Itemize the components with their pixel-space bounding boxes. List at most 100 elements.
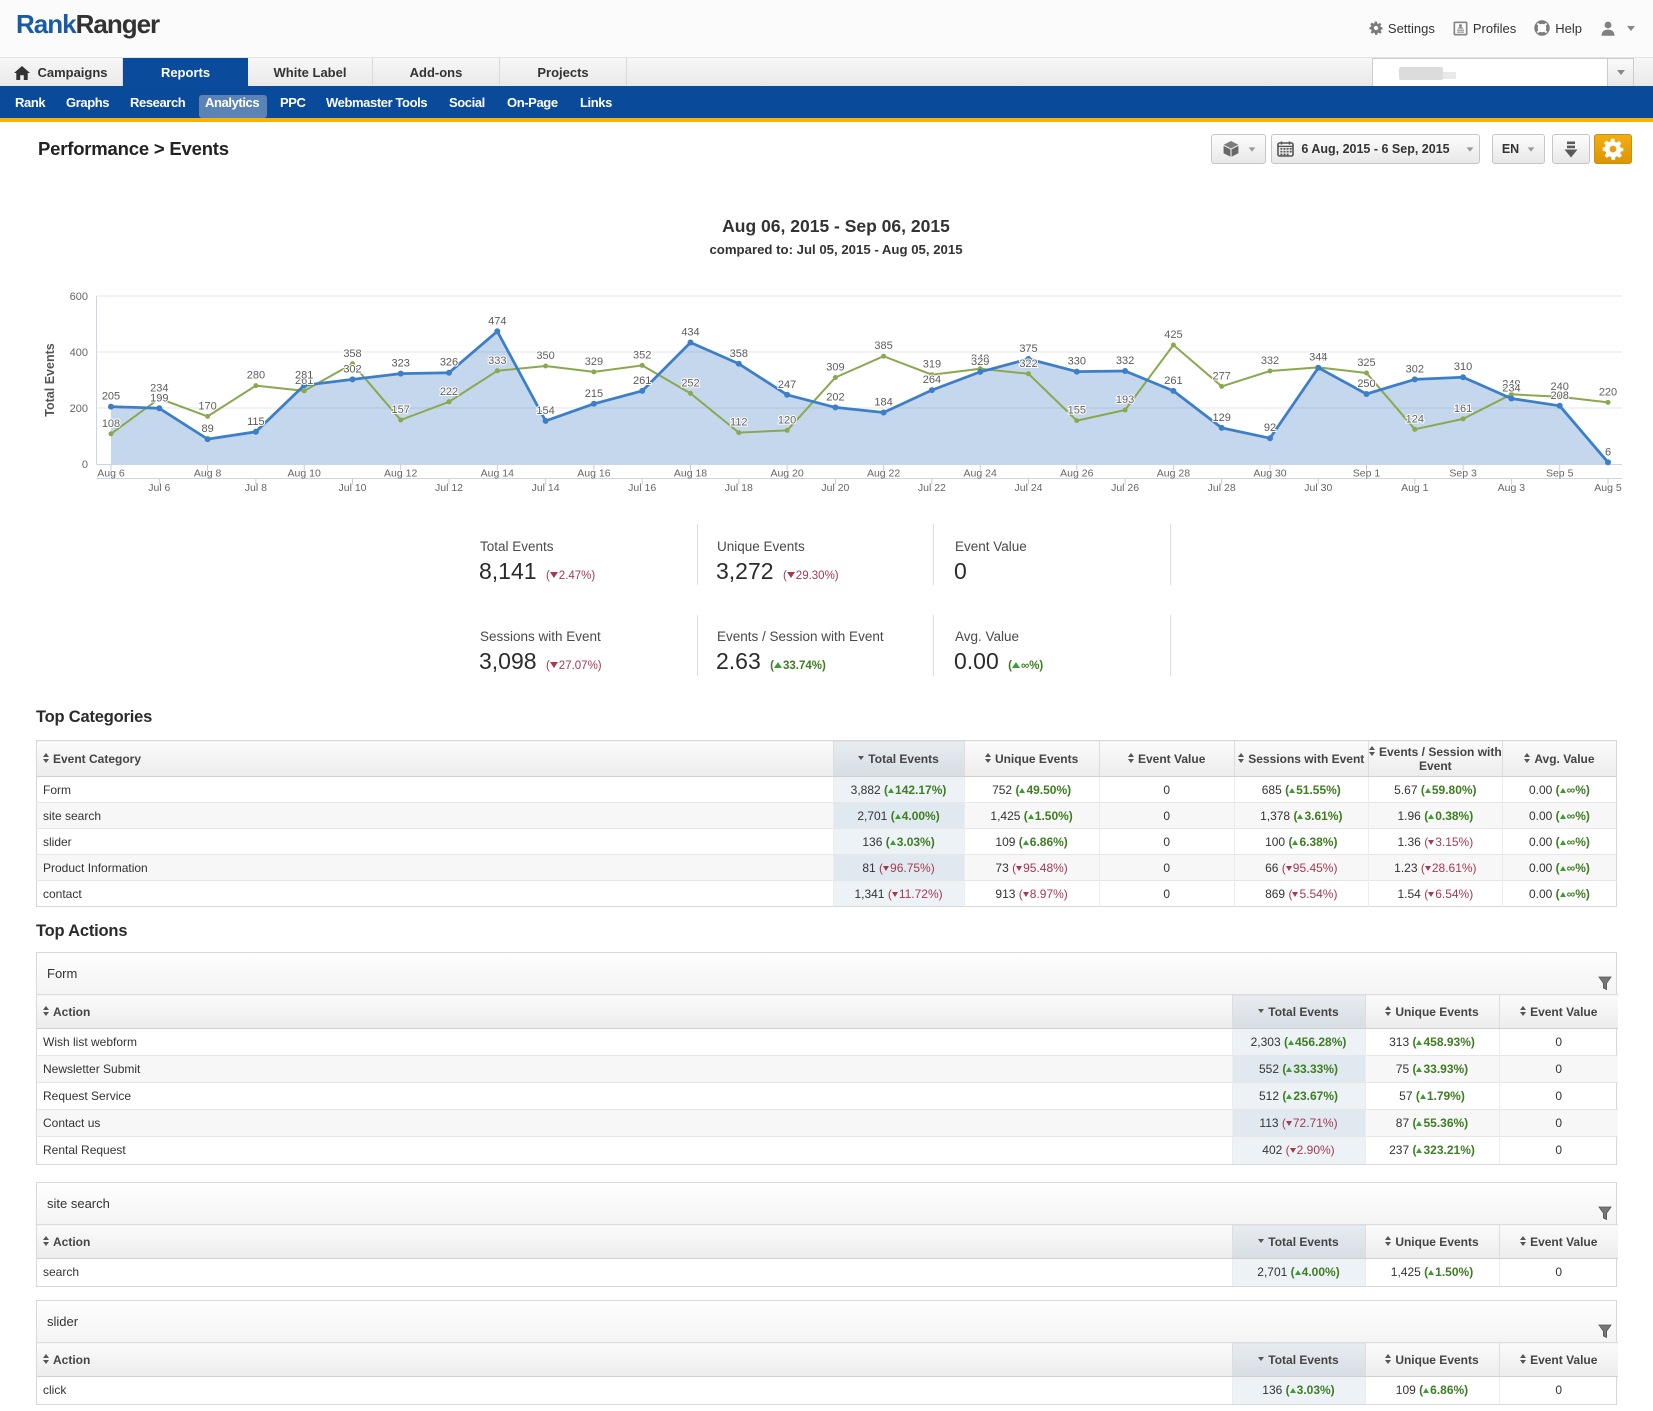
svg-text:310: 310 — [1454, 361, 1472, 373]
svg-text:Jul 10: Jul 10 — [338, 482, 366, 494]
svg-text:234: 234 — [150, 383, 168, 395]
svg-text:358: 358 — [730, 348, 748, 360]
svg-text:319: 319 — [923, 359, 941, 371]
svg-text:Jul 26: Jul 26 — [1111, 482, 1139, 494]
svg-text:compared to: Jul 05, 2015 - Au: compared to: Jul 05, 2015 - Aug 05, 2015 — [709, 242, 962, 257]
svg-text:184: 184 — [874, 397, 892, 409]
svg-text:200: 200 — [70, 403, 88, 415]
svg-text:332: 332 — [1261, 355, 1279, 367]
svg-text:Sep 1: Sep 1 — [1353, 468, 1381, 480]
svg-text:323: 323 — [392, 358, 410, 370]
svg-text:202: 202 — [826, 391, 844, 403]
svg-text:345: 345 — [1309, 351, 1327, 363]
svg-text:161: 161 — [1454, 403, 1472, 415]
svg-text:333: 333 — [488, 355, 506, 367]
svg-text:Aug 8: Aug 8 — [194, 468, 222, 480]
svg-text:124: 124 — [1406, 413, 1424, 425]
svg-text:Jul 12: Jul 12 — [435, 482, 463, 494]
svg-text:326: 326 — [440, 357, 458, 369]
svg-text:Aug 22: Aug 22 — [867, 468, 900, 480]
svg-text:332: 332 — [1116, 355, 1134, 367]
svg-text:Jul 8: Jul 8 — [245, 482, 267, 494]
svg-text:350: 350 — [536, 350, 554, 362]
svg-text:Jul 22: Jul 22 — [918, 482, 946, 494]
svg-text:352: 352 — [633, 349, 651, 361]
svg-text:329: 329 — [585, 356, 603, 368]
svg-text:Jul 18: Jul 18 — [725, 482, 753, 494]
svg-text:89: 89 — [201, 423, 213, 435]
svg-text:474: 474 — [488, 315, 506, 327]
svg-text:Jul 24: Jul 24 — [1014, 482, 1042, 494]
svg-text:Aug 16: Aug 16 — [577, 468, 610, 480]
svg-text:215: 215 — [585, 388, 603, 400]
svg-text:425: 425 — [1164, 329, 1182, 341]
svg-text:Total Events: Total Events — [43, 343, 57, 416]
svg-text:Aug 5: Aug 5 — [1594, 482, 1622, 494]
svg-text:Aug 3: Aug 3 — [1498, 482, 1526, 494]
svg-text:Aug 14: Aug 14 — [481, 468, 514, 480]
svg-text:Aug 10: Aug 10 — [288, 468, 321, 480]
svg-text:Jul 6: Jul 6 — [148, 482, 170, 494]
svg-text:261: 261 — [295, 375, 313, 387]
svg-text:Aug 1: Aug 1 — [1401, 482, 1429, 494]
svg-text:375: 375 — [1019, 343, 1037, 355]
svg-text:Jul 20: Jul 20 — [821, 482, 849, 494]
svg-text:250: 250 — [1357, 378, 1375, 390]
svg-text:249: 249 — [1502, 378, 1520, 390]
svg-text:344: 344 — [1309, 352, 1327, 364]
svg-text:129: 129 — [1213, 412, 1231, 424]
svg-text:155: 155 — [1068, 405, 1086, 417]
svg-text:Aug 06, 2015 - Sep 06, 2015: Aug 06, 2015 - Sep 06, 2015 — [722, 216, 950, 236]
svg-text:Aug 24: Aug 24 — [964, 468, 997, 480]
svg-text:Aug 6: Aug 6 — [97, 468, 125, 480]
svg-text:154: 154 — [536, 405, 554, 417]
svg-text:302: 302 — [343, 363, 361, 375]
svg-text:234: 234 — [1502, 383, 1520, 395]
svg-text:329: 329 — [971, 356, 989, 368]
svg-text:434: 434 — [681, 327, 699, 339]
svg-text:170: 170 — [198, 400, 216, 412]
svg-text:309: 309 — [826, 362, 844, 374]
svg-text:Jul 28: Jul 28 — [1208, 482, 1236, 494]
svg-text:302: 302 — [1406, 363, 1424, 375]
svg-text:92: 92 — [1264, 422, 1276, 434]
svg-text:330: 330 — [1068, 356, 1086, 368]
svg-text:261: 261 — [1164, 375, 1182, 387]
svg-text:0: 0 — [82, 459, 88, 471]
svg-text:Jul 16: Jul 16 — [628, 482, 656, 494]
svg-text:Aug 20: Aug 20 — [770, 468, 803, 480]
svg-text:193: 193 — [1116, 394, 1134, 406]
svg-text:600: 600 — [70, 291, 88, 303]
svg-text:Jul 30: Jul 30 — [1304, 482, 1332, 494]
svg-text:240: 240 — [1551, 381, 1569, 393]
svg-text:108: 108 — [102, 418, 120, 430]
svg-text:Aug 12: Aug 12 — [384, 468, 417, 480]
svg-text:325: 325 — [1357, 357, 1375, 369]
svg-text:6: 6 — [1605, 446, 1611, 458]
svg-text:Jul 14: Jul 14 — [532, 482, 560, 494]
svg-text:385: 385 — [874, 340, 892, 352]
svg-text:358: 358 — [343, 348, 361, 360]
svg-text:220: 220 — [1599, 386, 1617, 398]
svg-text:Aug 26: Aug 26 — [1060, 468, 1093, 480]
svg-text:120: 120 — [778, 414, 796, 426]
svg-text:115: 115 — [247, 416, 265, 428]
svg-text:Aug 18: Aug 18 — [674, 468, 707, 480]
svg-text:261: 261 — [633, 375, 651, 387]
svg-text:252: 252 — [681, 377, 699, 389]
svg-text:Sep 3: Sep 3 — [1449, 468, 1477, 480]
svg-text:280: 280 — [247, 370, 265, 382]
svg-text:Aug 30: Aug 30 — [1253, 468, 1286, 480]
svg-text:264: 264 — [923, 374, 941, 386]
svg-text:205: 205 — [102, 391, 120, 403]
svg-text:112: 112 — [730, 417, 748, 429]
svg-text:199: 199 — [150, 392, 168, 404]
svg-text:340: 340 — [971, 353, 989, 365]
svg-text:157: 157 — [392, 404, 410, 416]
svg-text:Aug 28: Aug 28 — [1157, 468, 1190, 480]
svg-text:322: 322 — [1019, 358, 1037, 370]
svg-text:222: 222 — [440, 386, 458, 398]
svg-text:247: 247 — [778, 379, 796, 391]
svg-text:277: 277 — [1213, 370, 1231, 382]
svg-text:Sep 5: Sep 5 — [1546, 468, 1574, 480]
